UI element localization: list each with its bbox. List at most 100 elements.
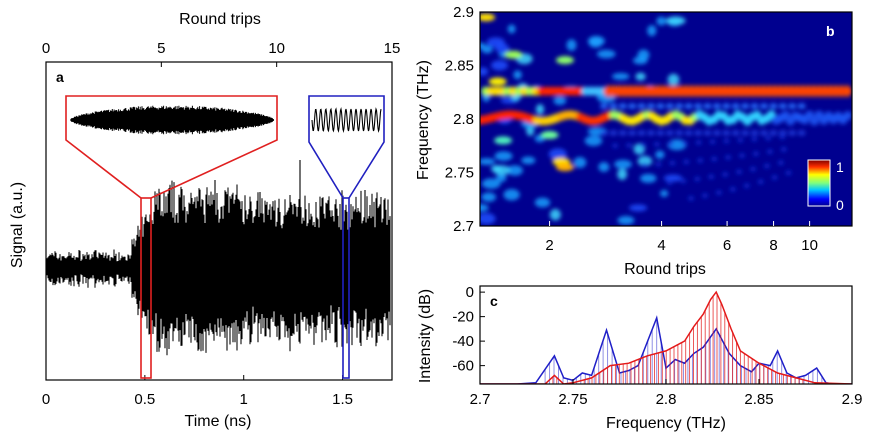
panel-b-upper-band-halo [610,84,618,98]
panel-b-speckle [553,96,567,105]
panel-b-sideband [759,103,768,110]
panel-b-streak [729,186,736,192]
panel-b-streak [771,175,778,181]
panel-b-speckle [614,159,632,169]
panel-b-sideband [741,129,750,136]
panel-b-sideband [703,129,712,136]
panel-b-speckle [534,197,551,208]
panel-b-upper-band-halo [704,84,712,98]
panel-c-y-tick-label: -60 [452,358,474,375]
panel-a-blue-inset [311,107,382,134]
panel-c-x-tick-label: 2.7 [470,391,491,408]
panel-b-upper-band-halo [799,84,807,98]
panel-b-sideband [769,103,778,110]
panel-b-upper-band-halo [604,84,612,98]
panel-c-xlabel: Frequency (THz) [606,415,726,432]
panel-b-speckle [647,25,657,37]
panel-b-speckle [640,173,657,184]
panel-b-upper-band-halo [649,84,657,98]
panel-c-red-comb [552,293,804,384]
panel-a-top-tick-label: 15 [384,40,401,57]
panel-b-upper-band-halo [832,84,840,98]
panel-b-upper-band-halo [732,84,740,98]
panel-b-sideband [788,129,797,136]
panel-b-streak [626,142,633,148]
panel-b-y-tick-label: 2.8 [453,111,474,128]
panel-b-sideband [618,129,627,136]
panel-b-streak [722,171,729,177]
panel-c-y-tick-label: 0 [466,284,474,301]
panel-b-heatmap [480,13,852,225]
panel-b-speckle [480,203,489,212]
panel-a-top-xlabel: Round trips [179,11,261,28]
panel-a-x-tick-label: 0.5 [134,391,155,408]
panel-b-speckle [495,43,510,54]
panel-b-streak [737,137,744,143]
panel-b-streak [751,136,758,142]
panel-b-blob [480,13,496,22]
panel-b-x-tick-label: 8 [769,237,777,254]
panel-b-streak [711,156,718,162]
panel-b-sideband [637,129,646,136]
panel-b-sideband [684,129,693,136]
panel-b-blob [540,131,559,140]
panel-b-sideband [656,103,665,110]
panel-b-blobs [480,13,852,225]
panel-c-x-tick-label: 2.9 [842,391,863,408]
panel-b-sideband [731,103,740,110]
panel-b-speckle [666,16,686,26]
panel-b-upper-band-halo [816,84,824,98]
panel-b-speckle [660,189,669,198]
panel-c-x-tick-labels: 2.7 2.75 2.8 2.85 2.9 [470,379,863,408]
panel-b-upper-band-halo [643,84,651,98]
panel-b-upper-band-halo [771,84,779,98]
panel-a-red-inset [70,105,274,135]
panel-b-streak [757,179,764,185]
panel-b-streak [736,169,743,175]
panel-a-signal-trace [46,180,391,356]
panel-a-x-tick-label: 0 [42,391,50,408]
panel-a-bottom-tick-labels: 0 0.5 1 1.5 [42,375,353,408]
panel-b-upper-band-halo [777,84,785,98]
panel-b-upper-band-halo [749,84,757,98]
panel-b-streak [680,178,687,184]
panel-c-x-tick-label: 2.8 [656,391,677,408]
panel-b-streak [669,160,676,166]
panel-c-y-tick-label: -40 [452,333,474,350]
panel-a-blue-window [308,95,385,379]
panel-b-speckle [480,212,496,225]
panel-b-streak [725,154,732,160]
panel-b-upper-band-halo [821,84,829,98]
panel-b-x-tick-labels: 2 4 6 8 10 [545,221,818,254]
panel-c-label: c [490,293,498,309]
panel-b-sideband [694,129,703,136]
panel-b-streak [715,190,722,196]
panel-b-speckle [617,168,628,180]
panel-b-sideband [731,129,740,136]
colorbar: 1 0 [807,159,844,213]
panel-b-upper-band-halo [627,84,635,98]
panel-b-sideband [712,103,721,110]
panel-b-upper-band-halo [843,84,851,98]
panel-b-speckle [587,36,605,47]
panel-b-upper-band-halo [621,84,629,98]
panel-b-blob [555,56,574,65]
panel-b-streak [749,166,756,172]
panel-b-speckle [506,165,523,176]
panel-b-upper-band-halo [666,84,674,98]
panel-b-streak [709,139,716,145]
panel-b-speckle [481,178,501,189]
panel-b-streak [701,193,708,199]
panel-a-signal [46,160,391,356]
panel-b-lower-band [809,116,819,126]
panel-a-top-tick-label: 5 [157,40,165,57]
panel-b-upper-band-halo [632,84,640,98]
panel-b-x-tick-label: 10 [801,237,818,254]
panel-c-ylabel: Intensity (dB) [417,289,434,383]
panel-b-streak [667,141,674,147]
panel-b-y-tick-label: 2.7 [453,218,474,235]
panel-a-top-tick-labels: 0 5 10 15 [42,40,401,67]
panel-b-speckle [507,24,516,34]
panel-b-blob [494,136,513,145]
